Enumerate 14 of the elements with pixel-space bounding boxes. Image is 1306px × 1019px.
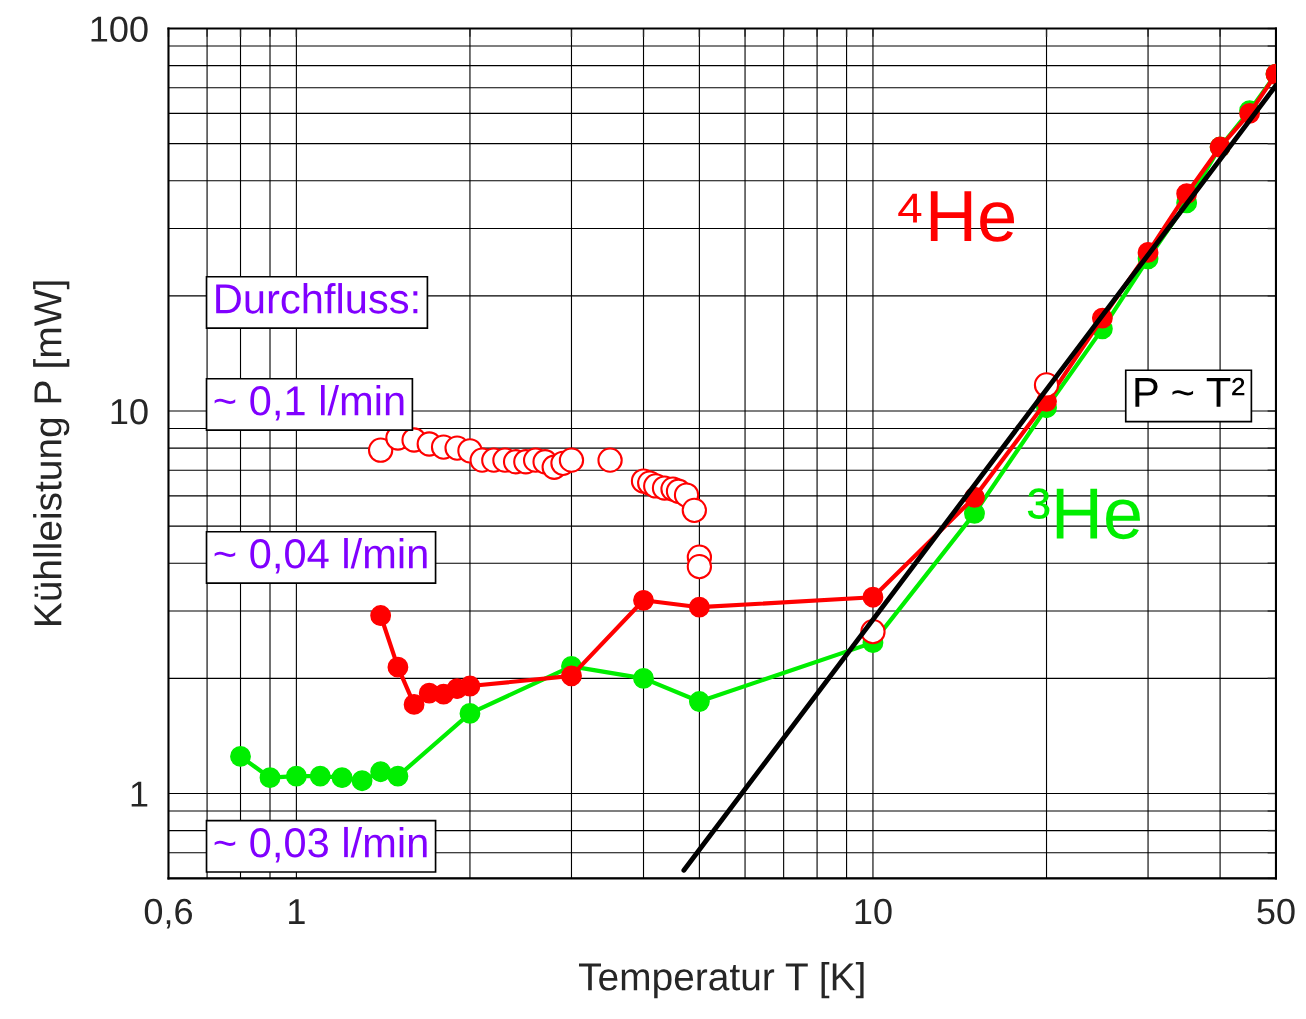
annotation: ~ 0,04 l/min [214, 537, 427, 574]
x-axis-title: Temperatur T [K] [578, 962, 864, 999]
x-tick-label: 1 [289, 899, 305, 924]
x-tick-label: 50 [1257, 898, 1295, 925]
annotation: P ~ T² [1135, 377, 1245, 407]
annotation: Durchfluss: [216, 283, 418, 314]
y-tick-label: 1 [131, 781, 148, 807]
annotation: ~ 0,1 l/min [214, 385, 404, 421]
annotation: ~ 0,03 l/min [214, 826, 427, 863]
x-tick-label: 0,6 [144, 898, 192, 929]
y-axis-title: Kühlleistung P [mW] [33, 281, 70, 625]
x-tick-label: 10 [855, 898, 892, 925]
y-tick-label: 100 [91, 16, 148, 42]
y-tick-label: 10 [111, 398, 148, 425]
